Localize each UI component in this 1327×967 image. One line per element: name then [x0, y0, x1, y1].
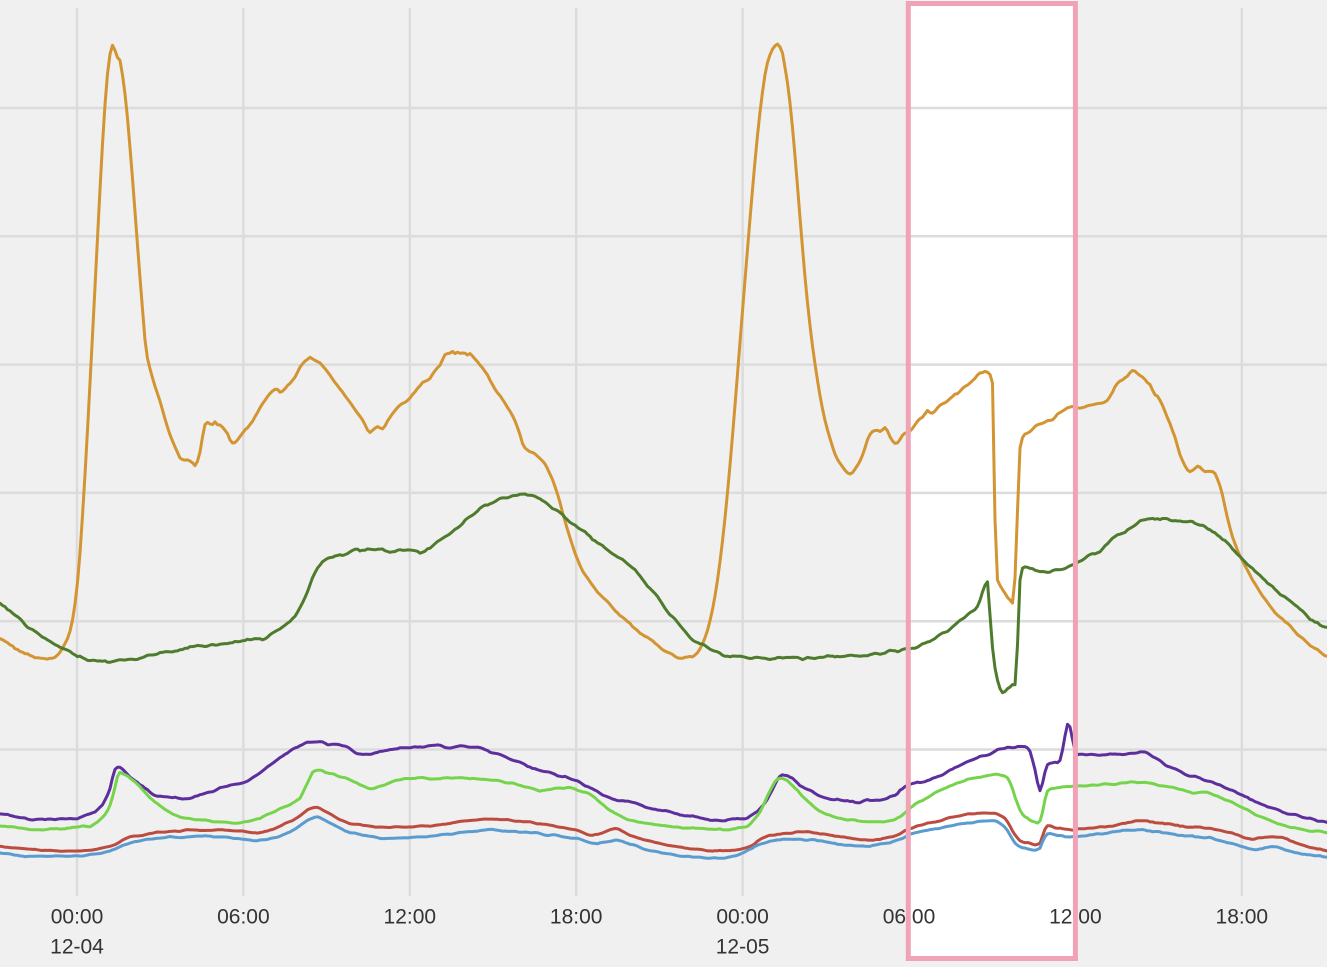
svg-text:00:00: 00:00 [51, 906, 104, 929]
svg-text:12-04: 12-04 [50, 936, 104, 959]
svg-text:00:00: 00:00 [716, 906, 769, 929]
svg-text:18:00: 18:00 [550, 906, 603, 929]
svg-text:12-05: 12-05 [716, 936, 770, 959]
svg-text:12:00: 12:00 [384, 906, 437, 929]
svg-text:06:00: 06:00 [217, 906, 270, 929]
svg-text:18:00: 18:00 [1216, 906, 1269, 929]
